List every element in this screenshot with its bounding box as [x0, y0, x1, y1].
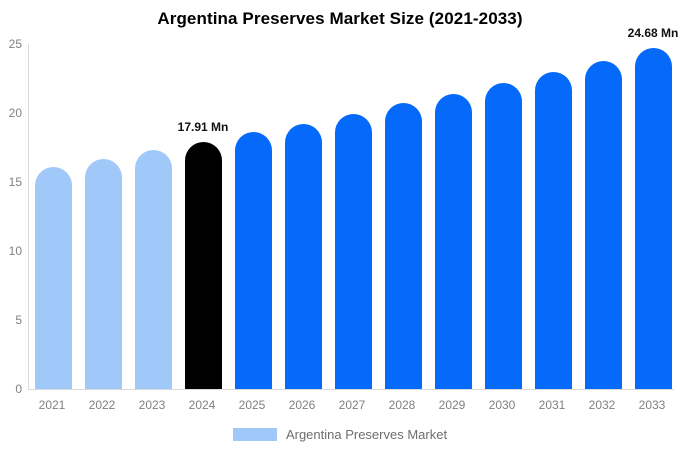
legend[interactable]: Argentina Preserves Market — [0, 427, 680, 442]
bar-2024[interactable] — [184, 141, 222, 389]
x-axis-label-2024: 2024 — [188, 398, 216, 412]
bar-value-label-2024: 17.91 Mn — [177, 119, 229, 134]
bar-2028[interactable] — [384, 103, 422, 389]
legend-label: Argentina Preserves Market — [285, 427, 448, 442]
bar-2021[interactable] — [34, 166, 72, 389]
x-axis-label-2030: 2030 — [488, 398, 516, 412]
bar-2032[interactable] — [584, 60, 622, 389]
bar-2027[interactable] — [334, 114, 372, 389]
bar-2031[interactable] — [534, 71, 572, 389]
y-axis-label-20: 20 — [8, 106, 22, 120]
y-axis-label-0: 0 — [15, 382, 22, 396]
x-axis-label-2031: 2031 — [538, 398, 566, 412]
plot-area: 17.91 Mn 24.68 Mn — [28, 26, 678, 390]
x-axis-label-2026: 2026 — [288, 398, 316, 412]
bar-2029[interactable] — [434, 93, 472, 389]
bar-2023[interactable] — [134, 150, 172, 389]
bar-value-label-2033: 24.68 Mn — [627, 26, 679, 41]
bar-2025[interactable] — [234, 132, 272, 389]
bar-2033[interactable] — [634, 48, 672, 389]
x-axis-label-2021: 2021 — [38, 398, 66, 412]
legend-swatch-icon — [232, 428, 277, 441]
x-axis-label-2022: 2022 — [88, 398, 116, 412]
x-axis-label-2029: 2029 — [438, 398, 466, 412]
x-axis-label-2032: 2032 — [588, 398, 616, 412]
bar-2030[interactable] — [484, 82, 522, 389]
bar-2026[interactable] — [284, 124, 322, 389]
x-axis-label-2033: 2033 — [638, 398, 666, 412]
x-axis-label-2023: 2023 — [138, 398, 166, 412]
y-axis-label-25: 25 — [8, 37, 22, 51]
x-axis-label-2027: 2027 — [338, 398, 366, 412]
chart-title: Argentina Preserves Market Size (2021-20… — [157, 9, 523, 28]
x-axis-label-2028: 2028 — [388, 398, 416, 412]
bar-2022[interactable] — [84, 158, 122, 389]
y-axis-label-10: 10 — [8, 244, 22, 258]
y-axis-label-5: 5 — [15, 313, 22, 327]
y-axis-label-15: 15 — [8, 175, 22, 189]
x-axis-label-2025: 2025 — [238, 398, 266, 412]
